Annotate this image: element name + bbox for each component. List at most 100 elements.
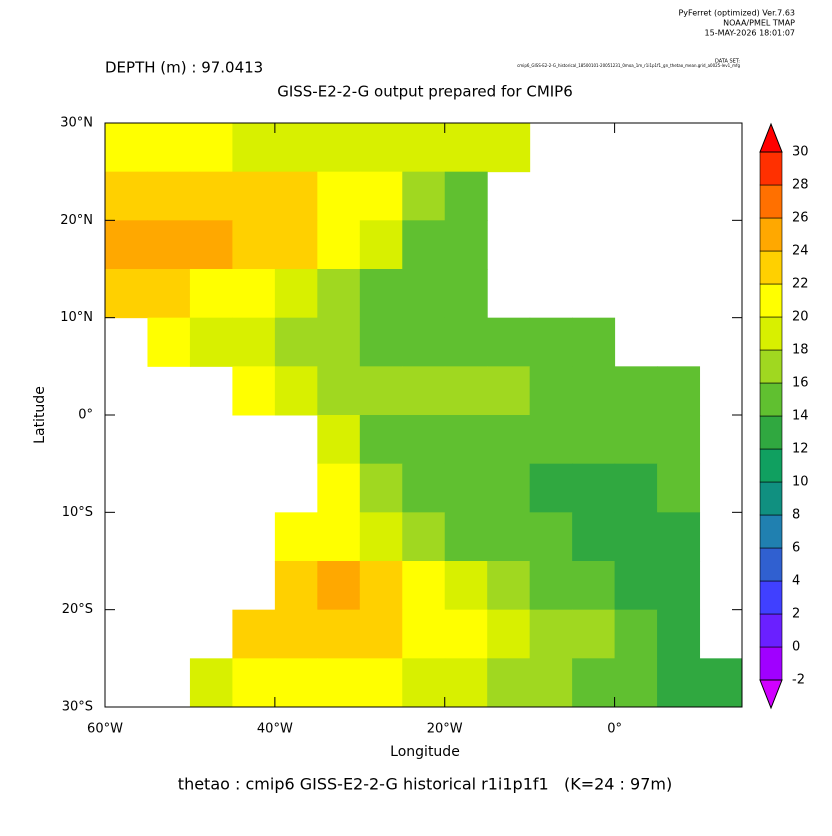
heat-cell — [487, 317, 531, 367]
heat-cell — [147, 123, 191, 173]
heat-cell — [317, 658, 361, 708]
heat-cell — [317, 171, 361, 221]
chart-title: GISS-E2-2-G output prepared for CMIP6 — [277, 83, 573, 101]
heat-cell — [402, 512, 446, 562]
header-line: 15-MAY-2026 18:01:07 — [705, 29, 795, 38]
heat-cell — [529, 366, 573, 416]
heat-cell — [232, 658, 276, 708]
heat-cell — [529, 317, 573, 367]
colorbar-label: 30 — [792, 145, 809, 160]
heat-cell — [529, 658, 573, 708]
colorbar-bin — [759, 217, 783, 252]
heat-cell — [147, 220, 191, 270]
heat-cell — [444, 609, 488, 659]
heat-cell — [444, 561, 488, 611]
heat-cell — [402, 561, 446, 611]
heat-cell — [189, 658, 233, 708]
heat-cell — [147, 171, 191, 221]
heat-cell — [614, 366, 658, 416]
colorbar-bin — [759, 415, 783, 450]
y-tick-label: 10°N — [60, 310, 93, 325]
colorbar-bin — [759, 151, 783, 186]
colorbar-label: 20 — [792, 310, 809, 325]
heat-cell — [232, 171, 276, 221]
heat-cell — [402, 658, 446, 708]
colorbar-bin — [759, 382, 783, 417]
heat-cell — [274, 609, 318, 659]
heat-cell — [529, 512, 573, 562]
heat-cell — [402, 171, 446, 221]
heat-cell — [189, 220, 233, 270]
heat-cell — [614, 658, 658, 708]
colorbar-label: 2 — [792, 607, 800, 622]
heat-cell — [274, 123, 318, 173]
heat-cell — [657, 658, 701, 708]
heat-cell — [487, 609, 531, 659]
heat-cell — [402, 415, 446, 465]
colorbar-label: 28 — [792, 178, 809, 193]
heat-cell — [402, 269, 446, 319]
heat-cell — [317, 366, 361, 416]
heat-cell — [444, 658, 488, 708]
header-line: NOAA/PMEL TMAP — [723, 19, 795, 28]
heat-cell — [105, 220, 148, 270]
y-tick-label: 0° — [78, 408, 93, 423]
heat-cell — [614, 609, 658, 659]
heat-cell — [359, 463, 403, 513]
colorbar-bin — [759, 613, 783, 648]
dataset-name: cmip6_GISS-E2-2-G_historical_18500101-20… — [517, 63, 740, 68]
colorbar-bin — [759, 448, 783, 483]
heat-cell — [572, 561, 616, 611]
colorbar-bin — [759, 184, 783, 219]
heat-cell — [317, 512, 361, 562]
heat-cell — [444, 317, 488, 367]
heat-cell — [614, 415, 658, 465]
colorbar-bin — [759, 349, 783, 384]
heat-cell — [274, 220, 318, 270]
heat-cell — [359, 366, 403, 416]
heat-cell — [487, 463, 531, 513]
heat-cell — [657, 415, 701, 465]
heat-cell — [274, 317, 318, 367]
heat-cell — [317, 220, 361, 270]
colorbar-label: 26 — [792, 211, 809, 226]
heat-cell — [572, 658, 616, 708]
colorbar-label: 8 — [792, 508, 800, 523]
dataset-label: DATA SET: — [715, 59, 740, 65]
heat-cell — [359, 609, 403, 659]
heat-cell — [614, 463, 658, 513]
heat-cell — [402, 366, 446, 416]
heat-cell — [105, 171, 148, 221]
heat-cell — [444, 269, 488, 319]
heat-cell — [657, 561, 701, 611]
heat-cell — [232, 366, 276, 416]
heat-cell — [572, 415, 616, 465]
heat-cell — [189, 171, 233, 221]
colorbar-label: -2 — [792, 673, 805, 688]
heat-cell — [317, 269, 361, 319]
heat-cell — [317, 609, 361, 659]
heat-cell — [274, 269, 318, 319]
heat-cell — [317, 463, 361, 513]
heat-cell — [232, 609, 276, 659]
heat-cell — [189, 123, 233, 173]
depth-label: DEPTH (m) : 97.0413 — [105, 59, 263, 77]
heat-cell — [529, 415, 573, 465]
heat-cell — [444, 415, 488, 465]
heat-cell — [317, 415, 361, 465]
colorbar-bin — [759, 580, 783, 615]
heat-cell — [614, 561, 658, 611]
heat-cell — [232, 269, 276, 319]
heat-cell — [359, 171, 403, 221]
heat-cell — [487, 415, 531, 465]
heat-cell — [529, 463, 573, 513]
colorbar-label: 22 — [792, 277, 809, 292]
heat-cell — [444, 463, 488, 513]
heat-cell — [487, 366, 531, 416]
colorbar-bin — [759, 283, 783, 318]
heat-cell — [572, 512, 616, 562]
colorbar-bin — [759, 646, 783, 681]
heat-cell — [274, 561, 318, 611]
heat-cell — [274, 658, 318, 708]
heat-cell — [317, 317, 361, 367]
